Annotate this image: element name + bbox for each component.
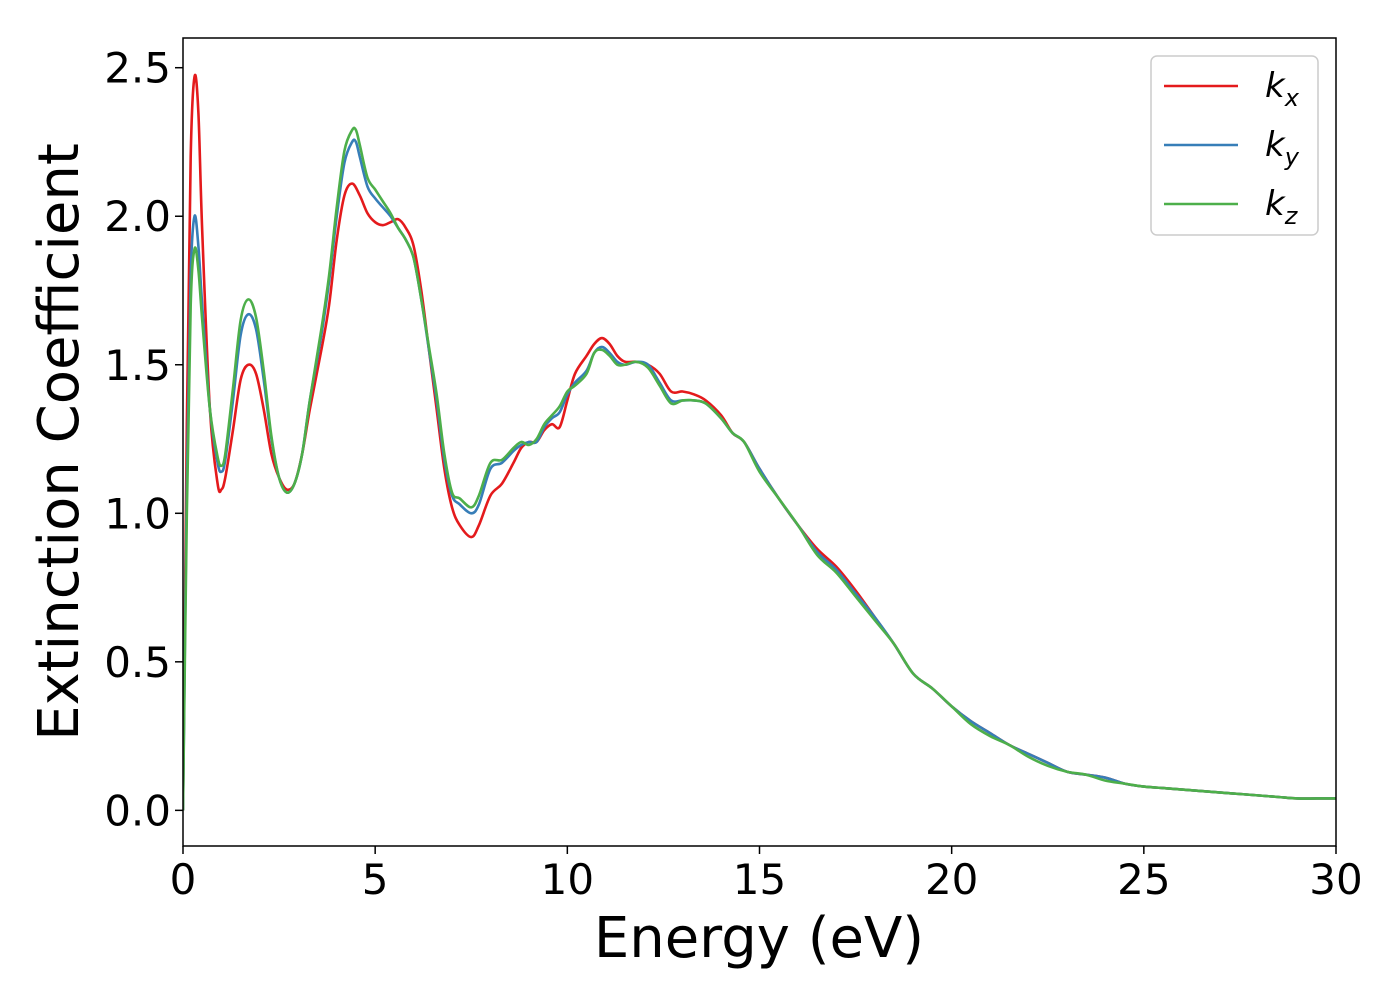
x-tick-label: 10 bbox=[541, 855, 594, 904]
y-tick-label: 1.5 bbox=[104, 341, 171, 390]
legend-label-kx: kx bbox=[1265, 66, 1300, 112]
x-tick-label: 0 bbox=[170, 855, 197, 904]
plot-frame bbox=[182, 37, 1337, 847]
y-tick-label: 2.0 bbox=[104, 192, 171, 241]
x-tick-label: 25 bbox=[1117, 855, 1170, 904]
legend-label-sub: x bbox=[1284, 84, 1300, 112]
y-tick-label: 2.5 bbox=[104, 44, 171, 93]
x-tick-label: 15 bbox=[733, 855, 786, 904]
y-axis-ticks: 0.0 0.5 1.0 1.5 2.0 2.5 bbox=[104, 44, 183, 835]
legend-label-kz: kz bbox=[1265, 184, 1299, 230]
legend-label-main: k bbox=[1265, 66, 1286, 106]
x-tick-label: 30 bbox=[1309, 855, 1362, 904]
y-tick-label: 1.0 bbox=[104, 489, 171, 538]
legend-label-sub: z bbox=[1284, 202, 1299, 230]
y-axis-title: Extinction Coefficient bbox=[27, 143, 92, 741]
y-tick-label: 0.0 bbox=[104, 786, 171, 835]
x-tick-label: 20 bbox=[925, 855, 978, 904]
legend-label-main: k bbox=[1265, 125, 1286, 165]
series-line-kz bbox=[183, 126, 1336, 811]
x-axis-ticks: 0 5 10 15 20 25 30 bbox=[170, 846, 1363, 904]
legend-label-sub: y bbox=[1284, 143, 1300, 171]
x-axis-title: Energy (eV) bbox=[594, 906, 924, 971]
y-tick-label: 0.5 bbox=[104, 638, 171, 687]
x-tick-label: 5 bbox=[362, 855, 389, 904]
plot-area bbox=[183, 73, 1336, 811]
series-line-ky bbox=[183, 138, 1336, 811]
legend-label-ky: ky bbox=[1265, 125, 1300, 171]
legend-label-main: k bbox=[1265, 184, 1286, 224]
